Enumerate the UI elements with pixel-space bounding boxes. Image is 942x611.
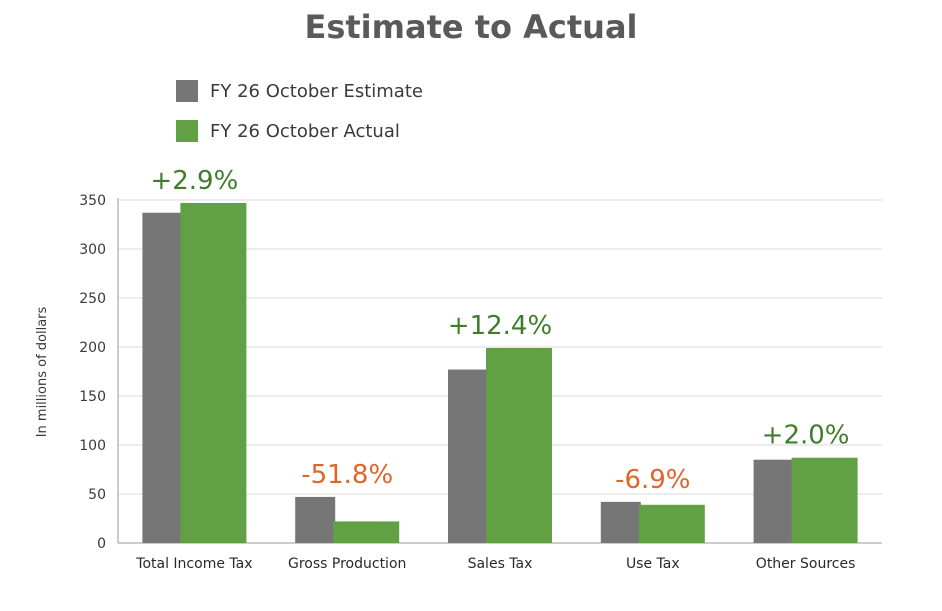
x-category-label: Gross Production xyxy=(288,556,406,572)
y-tick-label: 250 xyxy=(79,291,106,307)
y-tick-label: 100 xyxy=(79,438,106,454)
change-label: +2.0% xyxy=(762,421,850,451)
chart-title: Estimate to Actual xyxy=(304,8,638,46)
change-label: -51.8% xyxy=(301,460,393,490)
x-category-label: Total Income Tax xyxy=(135,556,252,572)
change-label: +12.4% xyxy=(448,311,552,341)
bar-actual xyxy=(180,202,247,543)
x-category-label: Sales Tax xyxy=(468,556,533,572)
change-label: +2.9% xyxy=(150,166,238,196)
legend-swatch-actual xyxy=(176,120,198,142)
bar-estimate xyxy=(753,459,794,543)
bar-estimate xyxy=(600,501,641,543)
y-tick-label: 50 xyxy=(88,487,106,503)
legend-item-actual: FY 26 October Actual xyxy=(176,120,400,142)
bar-estimate xyxy=(142,212,183,544)
bar-actual xyxy=(638,504,705,543)
bar-actual xyxy=(791,457,858,543)
x-category-label: Other Sources xyxy=(756,556,856,572)
bar-estimate xyxy=(295,496,336,543)
change-label: -6.9% xyxy=(615,465,690,495)
legend-swatch-estimate xyxy=(176,80,198,102)
y-tick-label: 200 xyxy=(79,340,106,356)
legend-label-actual: FY 26 October Actual xyxy=(210,120,400,142)
y-axis-title: In millions of dollars xyxy=(35,306,50,437)
bar-actual xyxy=(486,347,552,543)
bar-actual xyxy=(333,521,400,543)
y-tick-label: 150 xyxy=(79,389,106,405)
bar-estimate xyxy=(448,369,488,543)
y-tick-label: 0 xyxy=(97,536,106,552)
y-tick-label: 300 xyxy=(79,242,106,258)
y-tick-label: 350 xyxy=(79,193,106,209)
x-category-label: Use Tax xyxy=(626,556,680,572)
legend-label-estimate: FY 26 October Estimate xyxy=(210,80,423,102)
legend-item-estimate: FY 26 October Estimate xyxy=(176,80,423,102)
